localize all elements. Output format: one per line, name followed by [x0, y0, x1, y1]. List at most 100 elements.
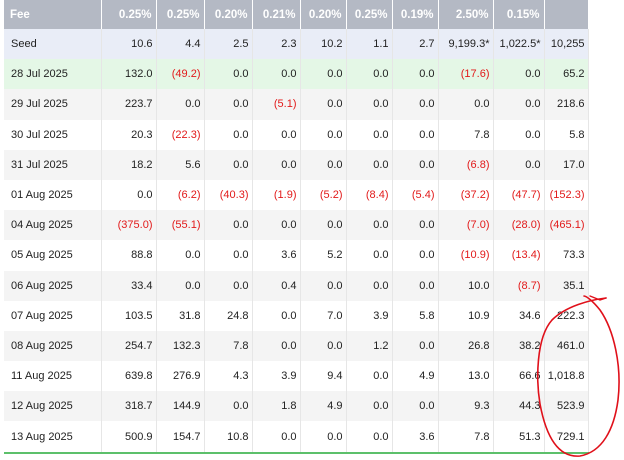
flow-value-cell: (1.9) [252, 179, 301, 211]
flow-value-cell: 0.0 [300, 89, 347, 120]
flow-value-cell: 0.0 [300, 149, 347, 180]
flow-value-cell: 0.0 [156, 270, 205, 301]
row-total-cell: (152.3) [544, 179, 589, 211]
flow-value-cell: 0.0 [204, 149, 253, 180]
table-row: 12 Aug 2025 318.7 144.9 0.0 1.8 4.9 0.0 0.0 9.3 4… [4, 391, 589, 422]
table-row: 01 Aug 2025 0.0 (6.2) (40.3) (1.9) (5.2) (8.4)… [4, 179, 589, 211]
flow-value-cell: 132.3 [156, 330, 205, 362]
row-total-cell: 729.1 [544, 421, 589, 454]
annotation-tick-stroke [589, 295, 607, 301]
flow-value-cell: 3.6 [252, 240, 301, 271]
flow-value-cell: 0.0 [252, 330, 301, 362]
flow-value-cell: (28.0) [493, 210, 545, 241]
flow-value-cell: (49.2) [156, 59, 205, 90]
flow-value-cell: 0.0 [204, 210, 253, 241]
table-row: 29 Jul 2025 223.7 0.0 0.0 (5.1) 0.0 0.0 0.0 0.0 0… [4, 89, 589, 120]
flow-value-cell: 24.8 [204, 300, 253, 331]
table-body: Seed 10.6 4.4 2.5 2.3 10.2 1.1 2.7 9,199.3* 1,022… [4, 29, 589, 454]
flow-value-cell: (7.0) [438, 210, 494, 241]
flow-value-cell: 4.3 [204, 361, 253, 392]
flow-value-cell: (47.7) [493, 179, 545, 211]
row-date-cell: 11 Aug 2025 [4, 361, 102, 392]
flow-value-cell: 0.0 [493, 59, 545, 90]
flow-value-cell: (13.4) [493, 240, 545, 271]
flow-value-cell: 223.7 [101, 89, 157, 120]
flow-value-cell: 0.0 [493, 119, 545, 150]
flow-value-cell: 0.0 [392, 391, 439, 422]
flow-value-cell: 34.6 [493, 300, 545, 331]
table-row: 28 Jul 2025 132.0 (49.2) 0.0 0.0 0.0 0.0 0.0 (17… [4, 59, 589, 90]
flow-value-cell: 0.0 [493, 89, 545, 120]
flow-value-cell: 0.0 [392, 59, 439, 90]
header-fee-rate: 0.19% [392, 0, 439, 29]
flow-value-cell: 0.0 [346, 149, 393, 180]
row-date-cell: 08 Aug 2025 [4, 330, 102, 362]
table-row: 08 Aug 2025 254.7 132.3 7.8 0.0 0.0 1.2 0.0 26.8… [4, 330, 589, 362]
flow-value-cell: 7.8 [438, 421, 494, 454]
flow-value-cell: 3.9 [346, 300, 393, 331]
flow-value-cell: 500.9 [101, 421, 157, 454]
flow-value-cell: 0.0 [346, 270, 393, 301]
flow-value-cell: 0.0 [204, 240, 253, 271]
flow-value-cell: 18.2 [101, 149, 157, 180]
header-fee-rate: 0.15% [493, 0, 545, 29]
flow-value-cell: (22.3) [156, 119, 205, 150]
flow-value-cell: 5.6 [156, 149, 205, 180]
flow-value-cell: (10.9) [438, 240, 494, 271]
header-fee-rate: 0.25% [156, 0, 205, 29]
flow-value-cell: 0.0 [346, 361, 393, 392]
row-total-cell: 523.9 [544, 391, 589, 422]
row-date-cell: 05 Aug 2025 [4, 240, 102, 271]
row-date-cell: 01 Aug 2025 [4, 179, 102, 211]
flow-value-cell: 0.0 [493, 149, 545, 180]
flow-value-cell: 0.0 [156, 240, 205, 271]
flow-value-cell: 254.7 [101, 330, 157, 362]
flow-value-cell: 0.0 [204, 270, 253, 301]
flow-value-cell: 0.0 [346, 210, 393, 241]
row-date-cell: 12 Aug 2025 [4, 391, 102, 422]
flow-value-cell: 318.7 [101, 391, 157, 422]
flow-value-cell: 4.9 [300, 391, 347, 422]
row-date-cell: 28 Jul 2025 [4, 59, 102, 90]
table-row: 05 Aug 2025 88.8 0.0 0.0 3.6 5.2 0.0 0.0 (10.9)(… [4, 240, 589, 271]
flow-value-cell: 9.3 [438, 391, 494, 422]
flow-value-cell: (55.1) [156, 210, 205, 241]
flow-value-cell: 2.3 [252, 29, 301, 60]
flow-value-cell: 0.0 [392, 149, 439, 180]
fund-flows-table: Fee 0.25% 0.25% 0.20% 0.21% 0.20% 0.25% 0.19% 2.… [4, 0, 589, 454]
flow-value-cell: (8.7) [493, 270, 545, 301]
flow-value-cell: 154.7 [156, 421, 205, 454]
flow-value-cell: (5.1) [252, 89, 301, 120]
table-row: 11 Aug 2025 639.8 276.9 4.3 3.9 9.4 0.0 4.9 13.0… [4, 361, 589, 392]
flow-value-cell: 88.8 [101, 240, 157, 271]
flow-value-cell: 1,022.5* [493, 29, 545, 60]
flow-value-cell: 0.0 [346, 240, 393, 271]
flow-value-cell: 0.0 [101, 179, 157, 211]
table-row: 30 Jul 2025 20.3 (22.3) 0.0 0.0 0.0 0.0 0.0 7.8 0… [4, 119, 589, 150]
table-row: 13 Aug 2025 500.9 154.7 10.8 0.0 0.0 0.0 3.6 7.8… [4, 421, 589, 454]
flow-value-cell: 0.0 [392, 89, 439, 120]
flow-value-cell: 0.0 [204, 59, 253, 90]
flow-value-cell: 0.0 [392, 330, 439, 362]
flow-value-cell: 4.4 [156, 29, 205, 60]
flow-value-cell: 0.0 [392, 119, 439, 150]
flow-value-cell: 1.8 [252, 391, 301, 422]
row-total-cell: 1,018.8 [544, 361, 589, 392]
header-fee-rate: 0.25% [101, 0, 157, 29]
seed-row: Seed 10.6 4.4 2.5 2.3 10.2 1.1 2.7 9,199.3* 1,022… [4, 29, 589, 60]
flow-value-cell: 2.7 [392, 29, 439, 60]
flow-value-cell: (375.0) [101, 210, 157, 241]
row-total-cell: 17.0 [544, 149, 589, 180]
flow-value-cell: 38.2 [493, 330, 545, 362]
row-total-cell: 35.1 [544, 270, 589, 301]
flow-value-cell: (8.4) [346, 179, 393, 211]
flow-value-cell: 0.0 [204, 119, 253, 150]
flow-value-cell: 3.9 [252, 361, 301, 392]
row-date-cell: 29 Jul 2025 [4, 89, 102, 120]
flow-value-cell: 0.0 [252, 149, 301, 180]
flow-value-cell: 0.4 [252, 270, 301, 301]
flow-value-cell: (5.2) [300, 179, 347, 211]
header-fee-rate: 2.50% [438, 0, 494, 29]
flow-value-cell: 13.0 [438, 361, 494, 392]
flow-value-cell: (17.6) [438, 59, 494, 90]
